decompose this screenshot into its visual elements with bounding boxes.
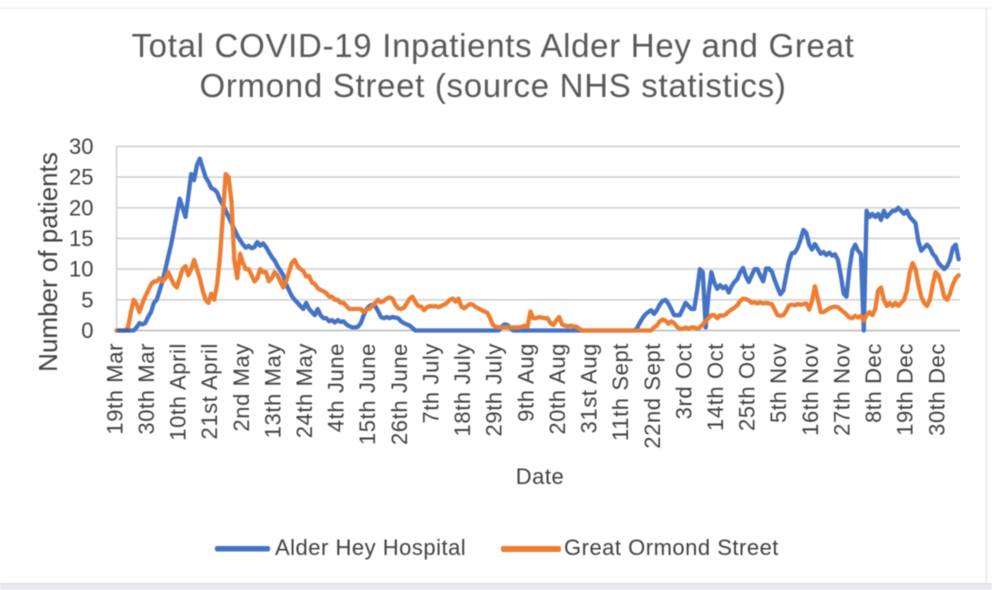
svg-text:0: 0 [81, 318, 93, 343]
svg-text:4th June: 4th June [324, 343, 349, 432]
svg-text:30th Mar: 30th Mar [134, 343, 159, 435]
svg-text:9th Aug: 9th Aug [513, 343, 538, 422]
svg-text:27th Nov: 27th Nov [830, 343, 855, 436]
svg-text:19th Dec: 19th Dec [893, 343, 918, 436]
svg-text:13th May: 13th May [260, 343, 285, 438]
svg-text:25th Oct: 25th Oct [735, 343, 760, 431]
svg-text:20: 20 [69, 195, 93, 220]
svg-text:8th Dec: 8th Dec [861, 343, 886, 423]
svg-text:Date: Date [516, 464, 564, 489]
svg-text:19th Mar: 19th Mar [102, 343, 127, 435]
svg-text:10th April: 10th April [166, 343, 191, 441]
svg-text:22nd Sept: 22nd Sept [640, 343, 665, 449]
svg-text:25: 25 [69, 165, 93, 190]
svg-text:15: 15 [69, 226, 93, 251]
svg-text:29th July: 29th July [482, 343, 507, 436]
svg-text:10: 10 [69, 257, 93, 282]
svg-text:Great Ormond Street: Great Ormond Street [564, 535, 779, 560]
svg-text:24th May: 24th May [292, 343, 317, 438]
svg-text:Total COVID-19 Inpatients Alde: Total COVID-19 Inpatients Alder Hey and … [131, 27, 854, 64]
svg-text:Number of patients: Number of patients [33, 152, 63, 372]
svg-text:31st Aug: 31st Aug [577, 343, 602, 433]
svg-text:7th July: 7th July [419, 343, 444, 424]
svg-text:30: 30 [69, 134, 93, 159]
svg-text:2nd May: 2nd May [229, 343, 254, 432]
svg-text:5: 5 [81, 287, 93, 312]
svg-text:16th Nov: 16th Nov [798, 343, 823, 436]
svg-text:11th Sept: 11th Sept [608, 343, 633, 441]
svg-text:5th Nov: 5th Nov [766, 343, 791, 423]
svg-text:26th June: 26th June [387, 343, 412, 445]
svg-text:14th Oct: 14th Oct [703, 343, 728, 431]
svg-text:Alder Hey Hospital: Alder Hey Hospital [275, 535, 466, 560]
svg-text:30th Dec: 30th Dec [924, 343, 949, 436]
svg-text:Ormond Street (source NHS stat: Ormond Street (source NHS statistics) [199, 67, 786, 104]
svg-text:20th Aug: 20th Aug [545, 343, 570, 435]
svg-text:21st April: 21st April [197, 343, 222, 440]
svg-text:18th July: 18th July [450, 343, 475, 436]
svg-text:3rd Oct: 3rd Oct [671, 343, 696, 419]
svg-text:15th June: 15th June [355, 343, 380, 445]
